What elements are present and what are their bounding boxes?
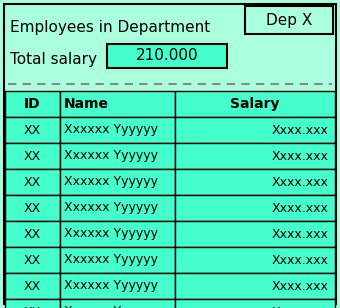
Text: Xxxxxx Yyyyyy: Xxxxxx Yyyyyy bbox=[64, 228, 158, 241]
Bar bbox=[5, 247, 60, 273]
Text: Xxxx.xxx: Xxxx.xxx bbox=[272, 176, 329, 188]
Text: Xxxxxx Yyyyyy: Xxxxxx Yyyyyy bbox=[64, 253, 158, 266]
Text: ID: ID bbox=[24, 97, 41, 111]
Bar bbox=[60, 195, 175, 221]
Text: Xxxx.xxx: Xxxx.xxx bbox=[272, 279, 329, 293]
Text: Salary: Salary bbox=[230, 97, 280, 111]
Bar bbox=[5, 169, 60, 195]
Bar bbox=[60, 273, 175, 299]
Text: Xxxxxx Yyyyyy: Xxxxxx Yyyyyy bbox=[64, 124, 158, 136]
Text: Xxxx.xxx: Xxxx.xxx bbox=[272, 124, 329, 136]
Text: Dep X: Dep X bbox=[266, 13, 312, 27]
Bar bbox=[175, 169, 335, 195]
Bar bbox=[60, 91, 175, 117]
Bar bbox=[60, 247, 175, 273]
Bar bbox=[5, 91, 60, 117]
Text: Xxxx.xxx: Xxxx.xxx bbox=[272, 149, 329, 163]
Bar bbox=[107, 44, 227, 68]
Bar bbox=[60, 143, 175, 169]
Text: Xxxxxx Yyyyyy: Xxxxxx Yyyyyy bbox=[64, 279, 158, 293]
Text: Name: Name bbox=[64, 97, 109, 111]
Bar bbox=[5, 299, 60, 308]
Text: XX: XX bbox=[24, 124, 41, 136]
Text: Xxxxxx Yyyyyy: Xxxxxx Yyyyyy bbox=[64, 149, 158, 163]
Text: Xxxx.xxx: Xxxx.xxx bbox=[272, 201, 329, 214]
Bar bbox=[60, 169, 175, 195]
Text: Xxxx.xxx: Xxxx.xxx bbox=[272, 253, 329, 266]
Bar bbox=[5, 221, 60, 247]
Bar bbox=[175, 221, 335, 247]
Text: XX: XX bbox=[24, 201, 41, 214]
Text: Xxxxxx Yyyyyy: Xxxxxx Yyyyyy bbox=[64, 306, 158, 308]
Bar bbox=[175, 195, 335, 221]
Bar bbox=[5, 143, 60, 169]
Text: Employees in Department: Employees in Department bbox=[10, 20, 210, 35]
Text: Xxxxxx Yyyyyy: Xxxxxx Yyyyyy bbox=[64, 176, 158, 188]
Text: XX: XX bbox=[24, 253, 41, 266]
Text: Xxxx.xxx: Xxxx.xxx bbox=[272, 306, 329, 308]
Text: Xxxxxx Yyyyyy: Xxxxxx Yyyyyy bbox=[64, 201, 158, 214]
Bar bbox=[175, 273, 335, 299]
Bar bbox=[60, 221, 175, 247]
Bar bbox=[175, 117, 335, 143]
Bar bbox=[175, 143, 335, 169]
Bar bbox=[5, 117, 60, 143]
Text: Xxxx.xxx: Xxxx.xxx bbox=[272, 228, 329, 241]
Bar bbox=[175, 247, 335, 273]
Bar bbox=[5, 273, 60, 299]
Text: 210.000: 210.000 bbox=[136, 48, 198, 63]
Text: XX: XX bbox=[24, 306, 41, 308]
Bar bbox=[60, 299, 175, 308]
Bar bbox=[175, 91, 335, 117]
Bar bbox=[5, 195, 60, 221]
Text: XX: XX bbox=[24, 176, 41, 188]
Bar bbox=[60, 117, 175, 143]
Text: Total salary: Total salary bbox=[10, 52, 97, 67]
Text: XX: XX bbox=[24, 228, 41, 241]
Text: XX: XX bbox=[24, 149, 41, 163]
Bar bbox=[245, 6, 333, 34]
Text: XX: XX bbox=[24, 279, 41, 293]
Bar bbox=[175, 299, 335, 308]
